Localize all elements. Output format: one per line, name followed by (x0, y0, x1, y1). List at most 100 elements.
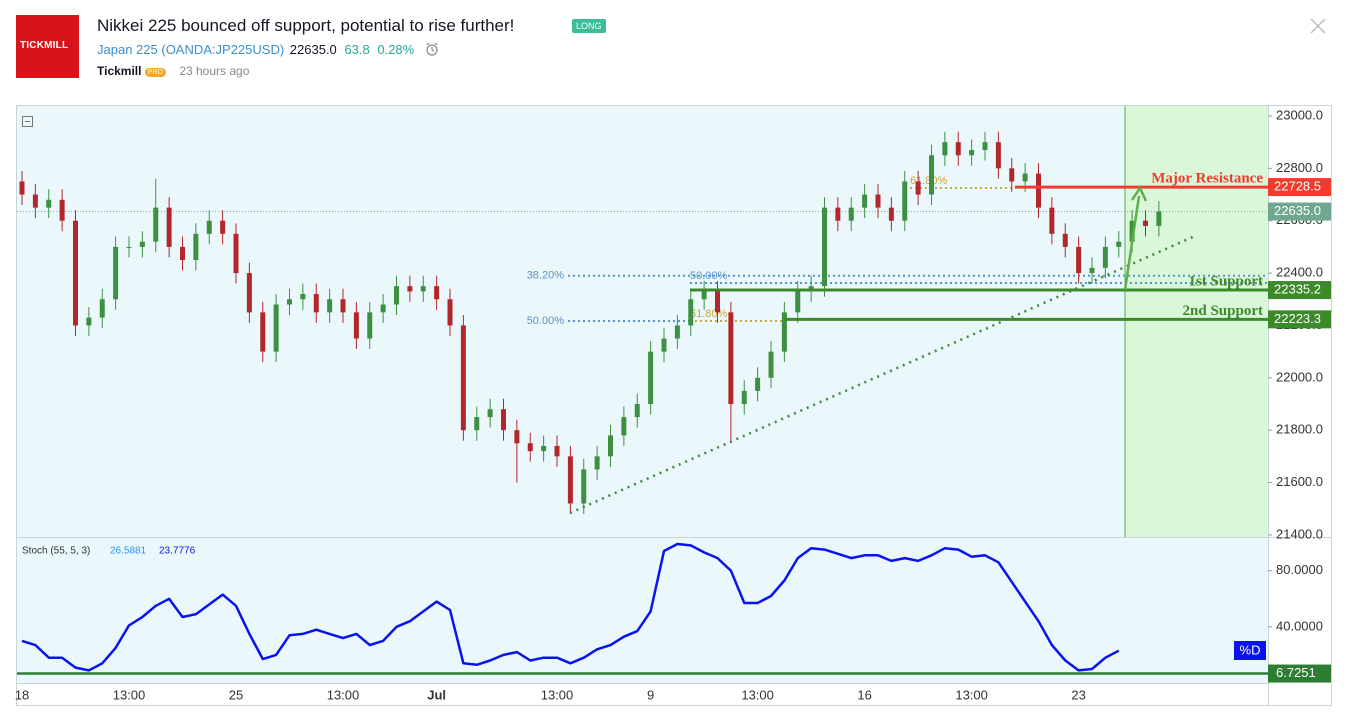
author[interactable]: Tickmill (97, 64, 142, 78)
x-tick-label: 25 (229, 687, 243, 702)
candle-body (1009, 168, 1015, 182)
candle-body (822, 207, 827, 287)
candle-body (501, 409, 506, 431)
candle-body (888, 207, 894, 221)
candle-body (460, 325, 466, 431)
candle-body (220, 220, 226, 234)
y-tick-label: 21400.0 (1276, 526, 1323, 541)
candle-body (915, 181, 921, 195)
collapse-button[interactable] (22, 116, 33, 127)
candle-body (180, 246, 185, 260)
candle-body (1143, 220, 1148, 226)
candle-body (420, 286, 426, 292)
y-tick-label: 80.0000 (1276, 562, 1323, 577)
candle-body (795, 291, 801, 313)
x-tick-label: Jul (427, 687, 446, 702)
candle-body (313, 294, 319, 313)
candle-body (995, 142, 1001, 169)
candle-body (126, 246, 132, 248)
x-tick-label: 13:00 (741, 687, 774, 702)
candle-body (1036, 173, 1041, 208)
price-tag-label: 22223.3 (1274, 311, 1321, 326)
x-tick-label: 18 (15, 687, 29, 702)
indicator-readout: 26.5881 (110, 546, 147, 557)
candle-body (982, 142, 988, 151)
trend-line (569, 234, 1196, 515)
idea-title[interactable]: Nikkei 225 bounced off support, potentia… (97, 16, 515, 35)
logo[interactable]: TICKMILL (16, 15, 79, 78)
x-tick-label: 9 (647, 687, 654, 702)
candle-body (353, 312, 359, 339)
candle-body (728, 312, 734, 404)
candle-body (407, 286, 413, 292)
candle-body (19, 181, 25, 195)
candle-body (527, 443, 533, 452)
candle-body (648, 351, 654, 404)
candle-body (634, 403, 640, 418)
indicator-readout: 23.7776 (159, 546, 196, 557)
stoch-line (21, 542, 1120, 672)
candle-body (139, 241, 145, 247)
candle-body (153, 207, 159, 242)
candle-body (902, 181, 908, 221)
x-tick-label: 16 (857, 687, 871, 702)
candle-body (929, 155, 934, 195)
candle-body (340, 299, 346, 313)
alarm-icon[interactable] (424, 42, 440, 56)
candle-body (1129, 220, 1135, 242)
price-tag (1268, 178, 1331, 197)
candle-body (1022, 173, 1028, 182)
candle-body (755, 377, 761, 391)
candle-body (73, 220, 78, 326)
time-axis-bg (17, 683, 1268, 705)
author-line: Tickmill PRO 23 hours ago (97, 64, 249, 78)
candle-body (1062, 233, 1068, 247)
ticker[interactable]: (OANDA:JP225USD) (161, 42, 285, 57)
fib-label: 38.20% (527, 270, 565, 282)
candle-body (741, 390, 747, 404)
candle-body (1076, 246, 1082, 274)
symbol[interactable]: Japan 225 (97, 42, 158, 57)
candle-body (768, 351, 774, 378)
candle-body (715, 291, 720, 313)
candle-body (260, 312, 266, 352)
candle-body (166, 207, 172, 247)
y-tick-label: 22800.0 (1276, 160, 1323, 175)
candle-body (541, 445, 547, 452)
logo-text: TICKMILL (20, 40, 69, 51)
legend-label: %D (1240, 642, 1261, 657)
candle-body (581, 469, 587, 504)
level-label: Major Resistance (1151, 171, 1263, 187)
fib-label: 61.80% (690, 308, 728, 320)
legend-box (1234, 641, 1266, 660)
candle-body (193, 233, 199, 260)
price-tag (1268, 202, 1331, 221)
candle-body (942, 142, 948, 156)
x-tick-label: 13:00 (541, 687, 574, 702)
candle-body (380, 304, 386, 313)
candle-body (474, 417, 480, 431)
candle-body (273, 304, 279, 352)
y-tick-label: 22400.0 (1276, 265, 1323, 280)
candle-body (246, 273, 252, 313)
candle-body (514, 430, 520, 444)
fib-label: 50.00% (527, 315, 565, 327)
y-tick-label: 40.0000 (1276, 618, 1323, 633)
candle-body (594, 456, 600, 470)
candle-body (674, 325, 680, 339)
close-button[interactable] (1309, 17, 1327, 35)
change-pct: 0.28% (377, 42, 415, 57)
forecast-arrow (1123, 185, 1148, 291)
fib-label: 50.00% (690, 270, 728, 282)
level-label: 1st Support (1188, 273, 1263, 289)
level-label: 2nd Support (1183, 303, 1263, 319)
price-tag-label: 22335.2 (1274, 281, 1321, 296)
candle-body (287, 299, 292, 305)
x-tick-label: 23 (1071, 687, 1085, 702)
candle-body (367, 312, 373, 339)
indicator-title: Stoch (55, 5, 3) (22, 546, 90, 557)
y-tick-label: 21600.0 (1276, 474, 1323, 489)
candle-body (327, 299, 333, 313)
candle-body (621, 417, 627, 436)
